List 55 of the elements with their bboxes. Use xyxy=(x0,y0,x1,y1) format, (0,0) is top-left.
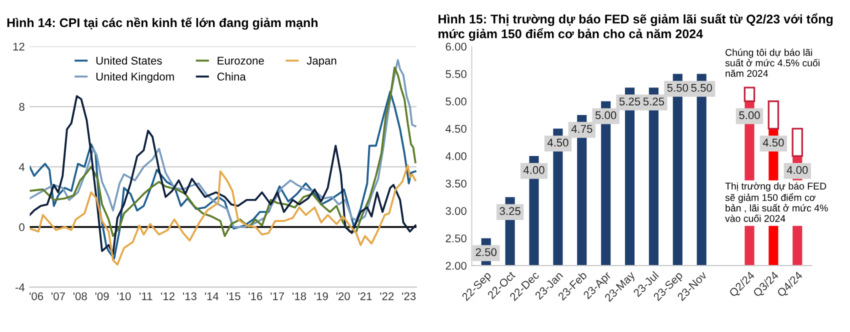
x-tick-label: '09 xyxy=(95,292,109,300)
y-tick-label: 12 xyxy=(13,42,24,51)
data-label: 4.50 xyxy=(762,138,784,147)
legend-label: China xyxy=(217,72,246,81)
y-tick-label: 4 xyxy=(18,163,25,171)
data-label: 5.50 xyxy=(667,84,688,92)
x-tick-label: '21 xyxy=(358,292,372,300)
y-tick-label: 2.00 xyxy=(446,262,466,270)
x-tick-label: '23 xyxy=(402,292,416,300)
data-label: 5.00 xyxy=(595,111,616,120)
x-tick-label: '08 xyxy=(73,292,87,300)
y-tick-label: -4 xyxy=(16,284,25,292)
y-tick-label: 3.50 xyxy=(446,180,466,188)
x-tick-label: '11 xyxy=(140,292,152,300)
x-tick-label: '13 xyxy=(183,292,196,300)
legend-label: United Kingdom xyxy=(96,72,174,83)
x-tick-label: '22 xyxy=(380,292,394,300)
x-tick-label: '20 xyxy=(336,292,350,300)
x-tick-label: '19 xyxy=(314,292,328,300)
legend-label: Eurozone xyxy=(218,56,264,65)
data-label: 4.50 xyxy=(547,138,568,147)
annotation: Thị trường dự báo FED sẽ giảm 150 điểm cơ bản , lãi suất ở mức 4% vào cuối 2024 xyxy=(725,182,828,222)
legend-label: United States xyxy=(96,56,162,65)
data-label: 4.75 xyxy=(571,125,592,133)
y-tick-label: 2.50 xyxy=(446,234,466,242)
x-tick-label: '14 xyxy=(204,292,219,300)
y-tick-label: 3.00 xyxy=(446,207,466,215)
x-tick-label: '10 xyxy=(117,292,131,300)
y-tick-label: 8 xyxy=(19,102,24,111)
y-tick-label: 6.00 xyxy=(446,42,466,51)
y-tick-label: 5.00 xyxy=(446,98,466,106)
y-tick-label: 0 xyxy=(19,223,24,232)
x-tick-label: '15 xyxy=(226,292,240,300)
data-label: 3.25 xyxy=(500,207,520,216)
legend-label: Japan xyxy=(306,56,336,67)
chart-title: Hình 14: CPI tại các nền kinh tế lớn đang giảm mạnh xyxy=(7,17,318,30)
annotation: Chúng tôi dự báo lãi suất ở mức 4.5% cuối năm 2024 xyxy=(725,48,820,77)
data-label: 5.25 xyxy=(643,98,664,106)
line-series xyxy=(30,164,416,266)
x-tick-label: '06 xyxy=(30,292,44,300)
x-tick-label: '12 xyxy=(161,292,174,300)
x-tick-label: '07 xyxy=(52,292,65,300)
data-label: 5.25 xyxy=(619,98,640,106)
y-tick-label: 5.50 xyxy=(446,70,466,78)
y-tick-label: 4.50 xyxy=(446,124,466,133)
chart-title: Hình 15: Thị trường dự báo FED sẽ giảm lãi suất từ Q2/23 với tổng mức giảm 150 điểm cơ bản cho cả năm 2024 xyxy=(438,13,833,41)
data-label: 2.50 xyxy=(476,248,496,256)
x-tick-label: '16 xyxy=(248,292,262,300)
x-tick-label: '18 xyxy=(292,292,306,300)
data-label: 4.00 xyxy=(523,166,544,174)
x-tick-label: '17 xyxy=(270,292,284,300)
data-label: 5.50 xyxy=(691,84,712,92)
data-label: 5.00 xyxy=(739,111,760,120)
data-label: 4.00 xyxy=(786,166,808,174)
y-tick-label: 4.00 xyxy=(446,152,466,160)
